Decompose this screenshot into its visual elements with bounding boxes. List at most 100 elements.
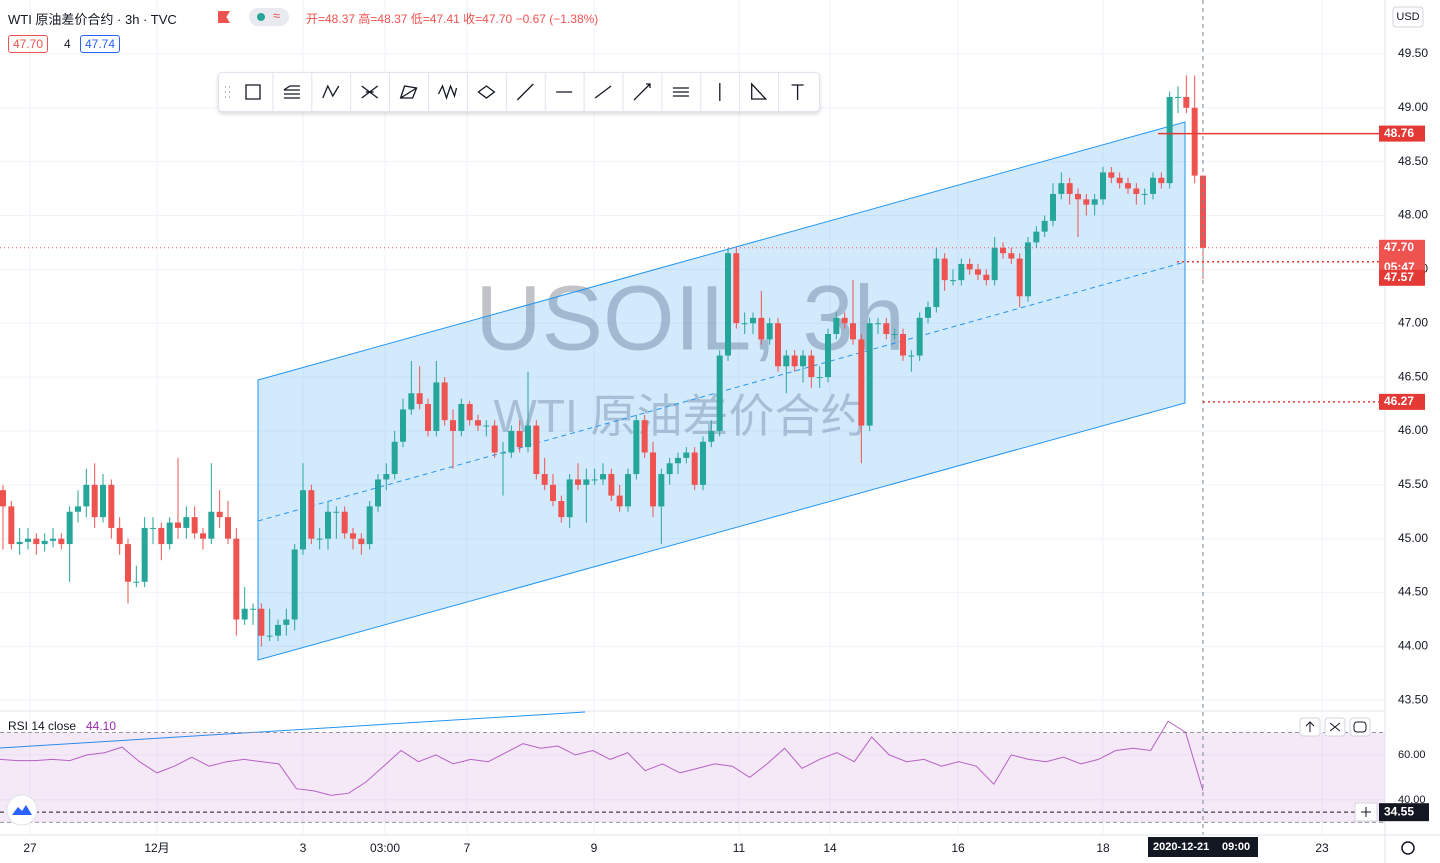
tool-icon (283, 85, 300, 99)
candle-body (75, 506, 81, 512)
candle-body (1083, 199, 1090, 205)
candle-body (1066, 183, 1073, 194)
candle-body (83, 484, 90, 507)
candle-body (1075, 193, 1081, 200)
candle-body (700, 441, 706, 485)
tool-icon (751, 82, 768, 100)
x-tick-label: 16 (951, 841, 965, 855)
price-label: 47.70 (1384, 240, 1414, 254)
tool-button[interactable] (516, 83, 534, 101)
candle-body (241, 608, 248, 620)
candle-body (833, 317, 840, 334)
candle-body (875, 323, 881, 325)
tool-button[interactable] (437, 84, 458, 101)
crosshair-time: 09:00 (1222, 841, 1250, 853)
icon (1361, 807, 1371, 817)
rsi-trendline[interactable] (0, 711, 586, 749)
candle-body (866, 323, 873, 426)
candle-body (250, 608, 256, 610)
grip[interactable] (225, 86, 230, 98)
crosshair-date: 2020-12-21 (1153, 841, 1209, 853)
y-tick-label: 45.00 (1398, 531, 1428, 545)
candle-body (341, 511, 348, 534)
currency: USD (1396, 11, 1419, 23)
y-tick-label: 43.50 (1398, 692, 1428, 706)
candle-body (125, 544, 131, 582)
x-tick-label: 18 (1096, 841, 1110, 855)
candle-body (1133, 188, 1140, 194)
watermark-title: USOIL, 3h (475, 267, 905, 369)
candle-body (1100, 172, 1106, 200)
tool-button[interactable] (361, 85, 379, 99)
tool-icon (322, 84, 340, 99)
sell-price[interactable]: 47.70 (8, 35, 49, 53)
candle-body (300, 490, 306, 550)
status-pill[interactable]: ≈ (249, 8, 289, 26)
candle-body (1025, 242, 1031, 297)
candle-body (141, 527, 148, 582)
rsi-buttons (1299, 717, 1371, 737)
tool-icon (672, 87, 689, 97)
price-label-box (1379, 269, 1425, 286)
candle-body (175, 522, 181, 528)
candle-body (1000, 247, 1006, 254)
x-tick-label: 7 (464, 841, 471, 855)
candle-body (716, 355, 723, 431)
x-tick-label: 27 (23, 841, 37, 855)
tool-button[interactable] (322, 84, 340, 99)
candle-body (1050, 193, 1056, 221)
candle-body (1150, 177, 1156, 194)
tool-button[interactable] (633, 83, 651, 101)
tool-button[interactable] (594, 85, 612, 99)
candle-body (633, 420, 640, 475)
status-icon: ≈ (273, 8, 281, 23)
candle-body (291, 549, 298, 620)
candle-body (608, 474, 615, 496)
candle-body (1141, 193, 1148, 195)
candle-body (1158, 177, 1165, 184)
tool-button[interactable] (245, 84, 261, 100)
candle-body (708, 430, 715, 442)
tool-button[interactable] (283, 85, 300, 99)
change: −0.67 (−1.38%) (515, 12, 599, 26)
candle-body (850, 323, 856, 340)
candle-body (66, 511, 73, 545)
flag-icon[interactable] (218, 11, 230, 23)
candle-body (1166, 96, 1173, 184)
crosshair-time-box (1148, 837, 1258, 857)
candle-body (108, 484, 115, 528)
candle-body (691, 452, 698, 485)
candle-body (591, 479, 598, 481)
tool-button[interactable] (399, 85, 418, 99)
tool-button[interactable] (477, 85, 496, 99)
rsi-tick-label: 60.00 (1398, 749, 1426, 761)
logo[interactable] (6, 794, 38, 826)
candle-body (383, 474, 390, 480)
icon (1305, 721, 1315, 732)
candle-body (816, 377, 823, 379)
rsi-line (0, 720, 1204, 796)
tool-icon (361, 85, 379, 99)
candle-body (666, 463, 673, 475)
candle-body (650, 452, 656, 507)
candle-body (433, 382, 440, 431)
candle-body (558, 500, 565, 518)
tool-button[interactable] (751, 82, 768, 100)
candle-body (600, 474, 606, 480)
currency-button[interactable] (1392, 6, 1424, 28)
symbol-title[interactable]: WTI 原油差价合约 · 3h · TVC (8, 12, 177, 27)
x-tick-label: 03:00 (370, 841, 400, 855)
candle-body (1175, 96, 1181, 98)
tool-icon (399, 85, 418, 99)
maximize-button[interactable] (1349, 717, 1371, 737)
settings-button[interactable] (1401, 841, 1415, 855)
candle-body (283, 619, 290, 625)
candle-body (16, 541, 23, 545)
tool-button[interactable] (791, 84, 804, 100)
candle-body (975, 269, 981, 275)
candle-body (450, 420, 456, 431)
grid (0, 0, 1385, 835)
buy-price[interactable]: 47.74 (80, 35, 121, 53)
tool-button[interactable] (672, 87, 689, 97)
